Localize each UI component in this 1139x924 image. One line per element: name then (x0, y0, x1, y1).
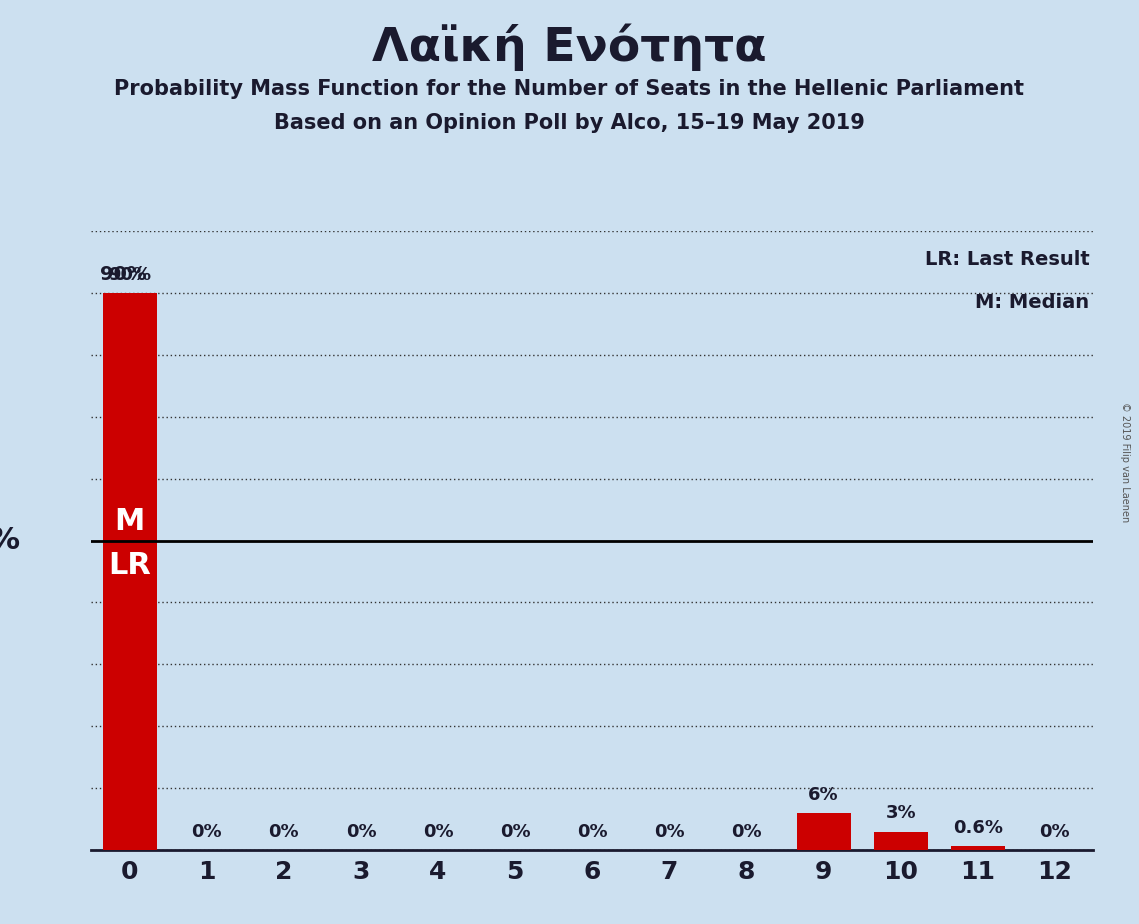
Text: 90%: 90% (100, 264, 147, 284)
Text: 0%: 0% (345, 822, 376, 841)
Bar (796, 813, 851, 850)
Text: 0%: 0% (731, 822, 762, 841)
Text: Probability Mass Function for the Number of Seats in the Hellenic Parliament: Probability Mass Function for the Number… (115, 79, 1024, 99)
Text: 0%: 0% (500, 822, 531, 841)
Bar (951, 846, 1005, 850)
Text: LR: Last Result: LR: Last Result (925, 249, 1090, 269)
Text: 90%: 90% (108, 265, 151, 284)
Text: 0%: 0% (191, 822, 222, 841)
Text: Λαϊκή Ενότητα: Λαϊκή Ενότητα (372, 23, 767, 70)
Bar (874, 832, 927, 850)
Text: 0%: 0% (654, 822, 685, 841)
Text: 0%: 0% (1040, 822, 1071, 841)
Text: Based on an Opinion Poll by Alco, 15–19 May 2019: Based on an Opinion Poll by Alco, 15–19 … (274, 113, 865, 133)
Text: M: M (115, 507, 145, 537)
Text: 3%: 3% (885, 804, 916, 822)
Text: 0%: 0% (269, 822, 300, 841)
Text: LR: LR (108, 551, 151, 579)
Text: M: Median: M: Median (975, 293, 1090, 312)
Bar (103, 293, 157, 850)
Text: © 2019 Filip van Laenen: © 2019 Filip van Laenen (1121, 402, 1130, 522)
Text: 50%: 50% (0, 526, 21, 555)
Text: 6%: 6% (809, 785, 839, 804)
Text: 0%: 0% (577, 822, 607, 841)
Text: 0%: 0% (423, 822, 453, 841)
Text: 0.6%: 0.6% (953, 819, 1002, 837)
